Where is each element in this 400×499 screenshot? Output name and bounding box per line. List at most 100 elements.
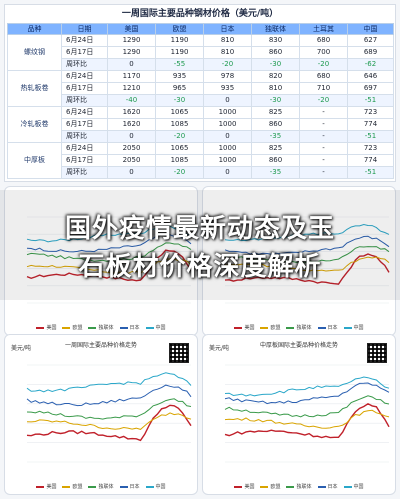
- category-cell: 螺纹钢: [7, 34, 62, 71]
- header-cell: 日本: [203, 23, 252, 35]
- legend-label: 美国: [244, 325, 255, 331]
- legend-swatch: [317, 485, 326, 488]
- trend-line: [26, 258, 192, 274]
- trend-line: [224, 395, 390, 418]
- price-cell: -: [299, 106, 348, 119]
- price-cell: 0: [107, 58, 156, 71]
- chart-4-svg: [224, 364, 390, 463]
- table-title: 一周国际主要品种钢材价格（美元/吨）: [121, 9, 279, 19]
- price-cell: 1290: [107, 46, 156, 59]
- category-cell: 热轧板卷: [7, 70, 62, 107]
- chart-2-svg: [224, 216, 390, 304]
- legend-item: 美国: [234, 483, 254, 490]
- price-cell: 1065: [155, 106, 204, 119]
- legend-swatch: [62, 326, 71, 329]
- table-row: 螺纹钢 6月24日 1290 1190 810 830 680 627: [7, 34, 394, 71]
- date-cell: 6月17日: [61, 118, 108, 131]
- price-table-card: 一周国际主要品种钢材价格（美元/吨） 品种 日期 美国 欧盟 日本 独联体 土耳…: [4, 4, 396, 182]
- price-cell: -40: [107, 94, 156, 107]
- header-cell: 中国: [347, 23, 394, 35]
- price-cell: -51: [347, 130, 394, 143]
- legend-item: 日本: [119, 483, 140, 490]
- trend-line: [26, 249, 192, 282]
- price-cell: 627: [347, 34, 394, 47]
- price-cell: 810: [203, 46, 252, 59]
- legend-item: 中国: [145, 483, 166, 490]
- trend-line: [26, 224, 192, 243]
- price-table: 品种 日期 美国 欧盟 日本 独联体 土耳其 中国 螺纹钢 6月24日 1290 11…: [7, 23, 394, 179]
- header-cell: 品种: [7, 23, 62, 35]
- trend-line: [224, 376, 390, 397]
- price-cell: 1065: [155, 142, 204, 155]
- legend-item: 独联体: [286, 483, 312, 490]
- price-cell: 646: [347, 70, 394, 83]
- trend-line: [224, 223, 390, 241]
- price-cell: 810: [203, 34, 252, 47]
- price-cell: 1000: [203, 118, 252, 131]
- chart-1-svg: [26, 216, 192, 304]
- price-cell: 1000: [203, 154, 252, 167]
- legend-item: 美国: [36, 483, 56, 490]
- price-cell: -: [299, 154, 348, 167]
- legend-label: 独联体: [98, 484, 114, 490]
- trend-line: [224, 409, 390, 429]
- price-cell: 697: [347, 82, 394, 95]
- price-cell: 860: [251, 118, 300, 131]
- price-cell: -30: [155, 94, 204, 107]
- trend-line: [26, 242, 192, 262]
- price-cell: 0: [107, 166, 156, 179]
- price-cell: -20: [155, 166, 204, 179]
- legend-swatch: [62, 485, 71, 488]
- price-cell: 723: [347, 106, 394, 119]
- price-cell: 825: [251, 142, 300, 155]
- trend-line: [26, 398, 192, 420]
- price-cell: -35: [251, 130, 300, 143]
- legend-label: 美国: [46, 484, 57, 490]
- trend-line: [224, 246, 390, 264]
- price-cell: 1000: [203, 142, 252, 155]
- trend-line: [26, 372, 192, 393]
- legend-swatch: [343, 485, 352, 488]
- price-cell: 774: [347, 118, 394, 131]
- legend-swatch: [145, 485, 154, 488]
- table-row: 周环比 -40 -30 0 -30 -20 -51: [8, 94, 394, 107]
- header-cell: 土耳其: [299, 23, 348, 35]
- table-row: 6月17日 2050 1085 1000 860-774: [8, 154, 394, 167]
- headline-line-1: 国外疫情最新动态及玉: [64, 214, 335, 244]
- price-cell: 860: [251, 154, 300, 167]
- trend-line: [26, 412, 192, 430]
- date-cell: 6月24日: [61, 34, 108, 47]
- price-cell: 810: [251, 82, 300, 95]
- table-row: 6月17日 1620 1085 1000 860-774: [8, 118, 394, 131]
- price-cell: -30: [251, 94, 300, 107]
- qr-code-icon: [169, 343, 189, 363]
- table-row: 冷轧板卷 6月24日 1620 1065 1000 825-723: [7, 106, 394, 143]
- price-cell: 1170: [107, 70, 156, 83]
- price-cell: 0: [203, 166, 252, 179]
- trend-line: [26, 384, 192, 407]
- legend-label: 日本: [327, 325, 338, 331]
- chart-4-ylabel: 美元/吨: [209, 345, 230, 352]
- price-cell: 1190: [155, 46, 204, 59]
- price-cell: 965: [155, 82, 204, 95]
- price-cell: 680: [299, 34, 348, 47]
- chart-3-title: 一周国际主要品种价格走势: [64, 342, 137, 349]
- trend-line: [224, 256, 390, 272]
- table-row: 周环比 0 -20 0 -35- -51: [8, 130, 394, 143]
- price-cell: -20: [299, 58, 348, 71]
- qr-code-icon: [367, 343, 387, 363]
- legend-label: 中国: [155, 325, 166, 331]
- chart-4-title: 中厚板国际主要品种价格走势: [259, 342, 338, 349]
- legend-swatch: [260, 485, 269, 488]
- legend-label: 美国: [46, 325, 57, 331]
- table-row: 热轧板卷 6月24日 1170 935 978 820 680 646: [7, 70, 394, 107]
- date-cell: 6月17日: [61, 82, 108, 95]
- price-cell: 1620: [107, 106, 156, 119]
- price-cell: 1620: [107, 118, 156, 131]
- legend-label: 中国: [353, 325, 364, 331]
- legend-swatch: [260, 326, 269, 329]
- date-cell: 周环比: [61, 94, 108, 107]
- chart-4-legend: 美国 欧盟 独联体 日本 中国: [203, 483, 395, 490]
- price-cell: 0: [107, 130, 156, 143]
